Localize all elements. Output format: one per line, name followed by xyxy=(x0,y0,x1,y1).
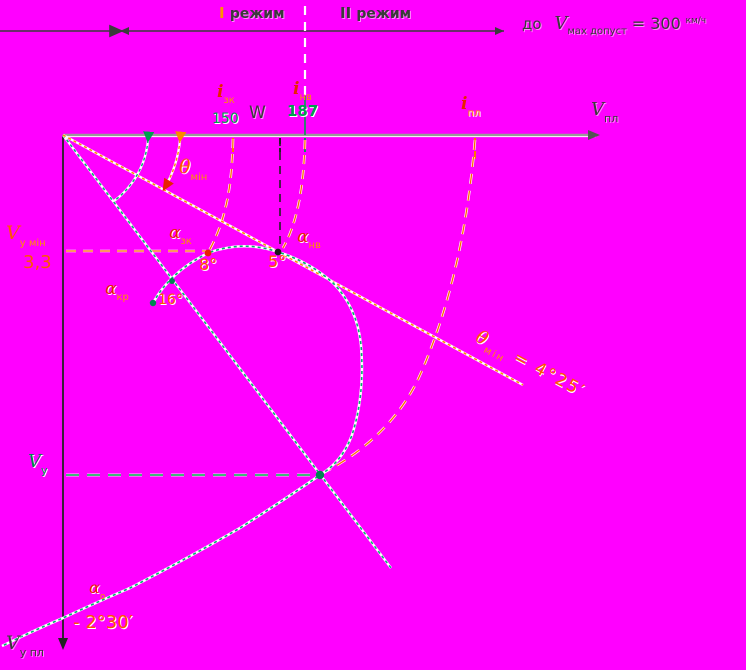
alpha-zk-subscript: зк xyxy=(180,236,192,247)
alpha-zk-label: αзк xyxy=(169,223,192,247)
y-axis-subscript: у пл xyxy=(19,646,44,659)
i-zk-dashed-curve xyxy=(207,138,235,252)
vymin-value: 3,3 xyxy=(23,252,52,273)
x-axis-symbol: V xyxy=(591,99,604,120)
alpha-zk-point xyxy=(204,249,212,257)
vmax-unit: км/ч xyxy=(685,16,707,26)
y-axis-symbol: V xyxy=(6,632,20,654)
alpha-zero-symbol: α xyxy=(89,578,100,597)
vy-tangent-point xyxy=(315,470,325,480)
i-pl-label: iпл xyxy=(461,94,480,119)
alpha-kr-subscript: кр xyxy=(116,292,129,303)
alpha-zk-value: 8° xyxy=(199,255,218,274)
alpha-kr-label: αкр xyxy=(105,279,129,303)
x-axis-label: Vпл xyxy=(591,99,618,125)
climb-angle-arc xyxy=(113,131,155,202)
w-label: W xyxy=(249,103,266,123)
x-axis-subscript: пл xyxy=(604,112,619,125)
alpha-nv-symbol: α xyxy=(297,227,309,247)
i-pl-subscript: пл xyxy=(467,108,481,119)
vmax-equals: = 300 xyxy=(631,14,681,33)
i-zk-value: 150 xyxy=(212,111,239,127)
regime1-numeral: I xyxy=(219,4,225,22)
regime1-label: I режим xyxy=(219,4,285,22)
vymin-symbol: V xyxy=(6,222,20,244)
alpha-nv-label: αнв xyxy=(297,227,321,251)
polar-curve xyxy=(1,244,364,648)
regime-arrow-right xyxy=(495,27,504,35)
i-nv-subscript: нв xyxy=(299,92,312,103)
regime2-label: II режим xyxy=(340,4,412,22)
theta-min-angle-arc xyxy=(162,131,187,192)
i-nv-value: 187 xyxy=(287,102,319,120)
i-zk-label: iзк xyxy=(217,82,235,106)
regime2-word: режим xyxy=(356,6,412,22)
alpha-kr-point xyxy=(149,299,157,307)
i-pl-symbol: i xyxy=(461,94,468,114)
theta-subscript: мін xyxy=(190,172,208,183)
regime-arrow-left xyxy=(120,27,129,35)
i-zk-subscript: зк xyxy=(223,95,235,106)
i-pl-dashed-curve xyxy=(322,139,477,475)
alpha-nv-value: 5° xyxy=(268,252,287,271)
vmax-symbol: V xyxy=(554,13,568,34)
vy-subscript: у xyxy=(41,464,48,477)
alpha-nv-subscript: нв xyxy=(308,240,321,251)
vy-label: Vу xyxy=(28,451,48,477)
vmax-subscript: мах допуст xyxy=(567,26,627,37)
regime1-word: режим xyxy=(229,6,285,22)
vmax-annotation: до Vмах допуст = 300 км/ч xyxy=(522,13,707,37)
vmax-prefix: до xyxy=(522,15,542,33)
alpha-kr-symbol: α xyxy=(105,279,117,299)
x-axis-arrow xyxy=(588,130,600,140)
vymin-label: Vу мін xyxy=(6,222,46,249)
alpha-kr-value: 16° xyxy=(158,292,183,308)
regime2-numeral: II xyxy=(340,4,352,22)
theta-symbol: θ xyxy=(179,156,191,178)
theta-min-label: θмін xyxy=(179,156,207,183)
y-axis-arrow xyxy=(58,638,68,650)
y-axis-label: Vу пл xyxy=(6,632,44,659)
axis-ticks xyxy=(232,138,476,160)
alpha-zk-symbol: α xyxy=(169,223,181,243)
i-nv-label: iнв xyxy=(293,79,312,103)
alpha-zero-value: - 2°30′ xyxy=(73,612,133,633)
line-polar-cross-point xyxy=(169,278,175,284)
theta-min-tangent-line xyxy=(62,133,524,387)
vymin-subscript: у мін xyxy=(19,238,46,249)
vy-symbol: V xyxy=(28,451,41,472)
i-zk-symbol: i xyxy=(217,82,224,102)
i-nv-symbol: i xyxy=(293,79,300,99)
i-nv-dashed-curve xyxy=(281,139,307,249)
tangent-line-max-climb xyxy=(62,134,392,569)
alpha-zero-subscript: о xyxy=(99,592,106,602)
alpha-nv-point xyxy=(274,248,282,256)
alpha-zero-label: αо xyxy=(89,578,105,602)
